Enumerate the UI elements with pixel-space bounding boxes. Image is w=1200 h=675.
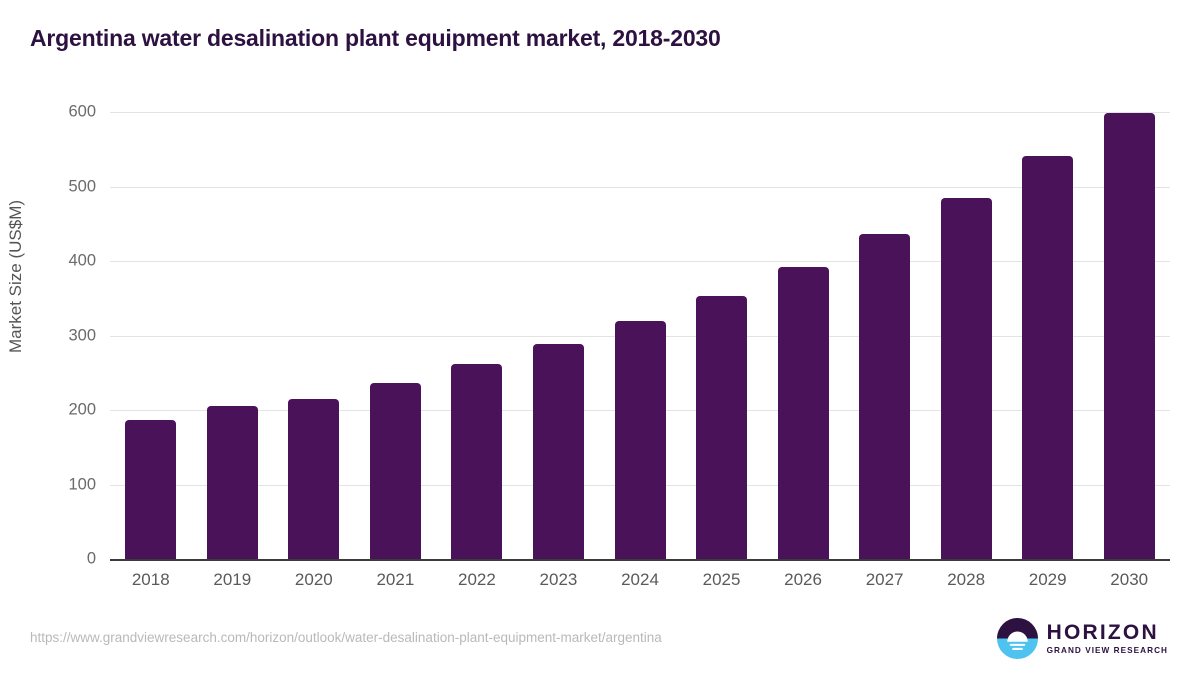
x-axis-tick-label: 2020 [294, 570, 333, 589]
x-axis-line [110, 559, 1170, 561]
y-axis-tick-label: 100 [68, 475, 96, 493]
bar-2028[interactable] [940, 197, 992, 559]
bar-2025[interactable] [696, 296, 748, 559]
chart-canvas: 0 100 200 300 400 500 600 2018 2019 2020 2021 2022… [6, 102, 1170, 589]
bar-2018[interactable] [125, 419, 177, 559]
source-url[interactable]: https://www.grandviewresearch.com/horizo… [30, 630, 662, 645]
logo-wordmark: HORIZON [1046, 620, 1159, 644]
y-axis-tick-label: 200 [68, 400, 96, 419]
y-axis-label: Market Size (US$M) [6, 199, 25, 353]
y-axis-tick-label: 400 [68, 251, 96, 270]
horizon-logo-icon [996, 618, 1038, 659]
y-axis-tick-label: 300 [68, 326, 96, 344]
plot-area [110, 112, 1170, 559]
bar-2029[interactable] [1022, 155, 1074, 559]
x-axis-tick-label: 2028 [947, 570, 986, 589]
x-axis-tick-label: 2019 [213, 570, 252, 589]
y-axis-tick-label: 0 [86, 549, 96, 568]
x-axis-tick-label: 2027 [865, 570, 904, 589]
x-axis-tick-label: 2022 [458, 570, 496, 589]
x-axis-tick-label: 2026 [784, 570, 822, 589]
x-axis-tick-label: 2018 [131, 570, 170, 589]
y-axis-tick-label: 500 [68, 177, 96, 195]
x-axis-tick-label: 2030 [1110, 570, 1149, 589]
bar-2020[interactable] [288, 398, 340, 559]
bar-2024[interactable] [614, 320, 666, 559]
bar-2027[interactable] [859, 234, 911, 559]
x-axis-tick-label: 2025 [702, 570, 741, 589]
bar-2026[interactable] [777, 266, 829, 559]
bar-2021[interactable] [369, 383, 421, 559]
bar-2023[interactable] [532, 344, 584, 559]
horizon-logo[interactable]: HORIZON GRAND VIEW RESEARCH [996, 618, 1168, 659]
gridline [110, 186, 1170, 188]
gridline [110, 112, 1170, 113]
bar-2030[interactable] [1103, 113, 1155, 559]
x-axis-tick-label: 2021 [376, 570, 415, 589]
logo-subtitle: GRAND VIEW RESEARCH [1046, 645, 1168, 655]
x-axis-tick-label: 2023 [539, 570, 578, 589]
x-axis-tick-label: 2029 [1028, 570, 1067, 589]
horizon-logo-text: HORIZON GRAND VIEW RESEARCH [1047, 622, 1168, 655]
bar-2022[interactable] [451, 363, 503, 559]
gridline [110, 261, 1170, 262]
x-axis-tick-label: 2024 [621, 570, 659, 589]
page-title: Argentina water desalination plant equip… [30, 25, 721, 51]
y-axis-tick-label: 600 [68, 102, 96, 121]
bar-2019[interactable] [206, 406, 258, 559]
